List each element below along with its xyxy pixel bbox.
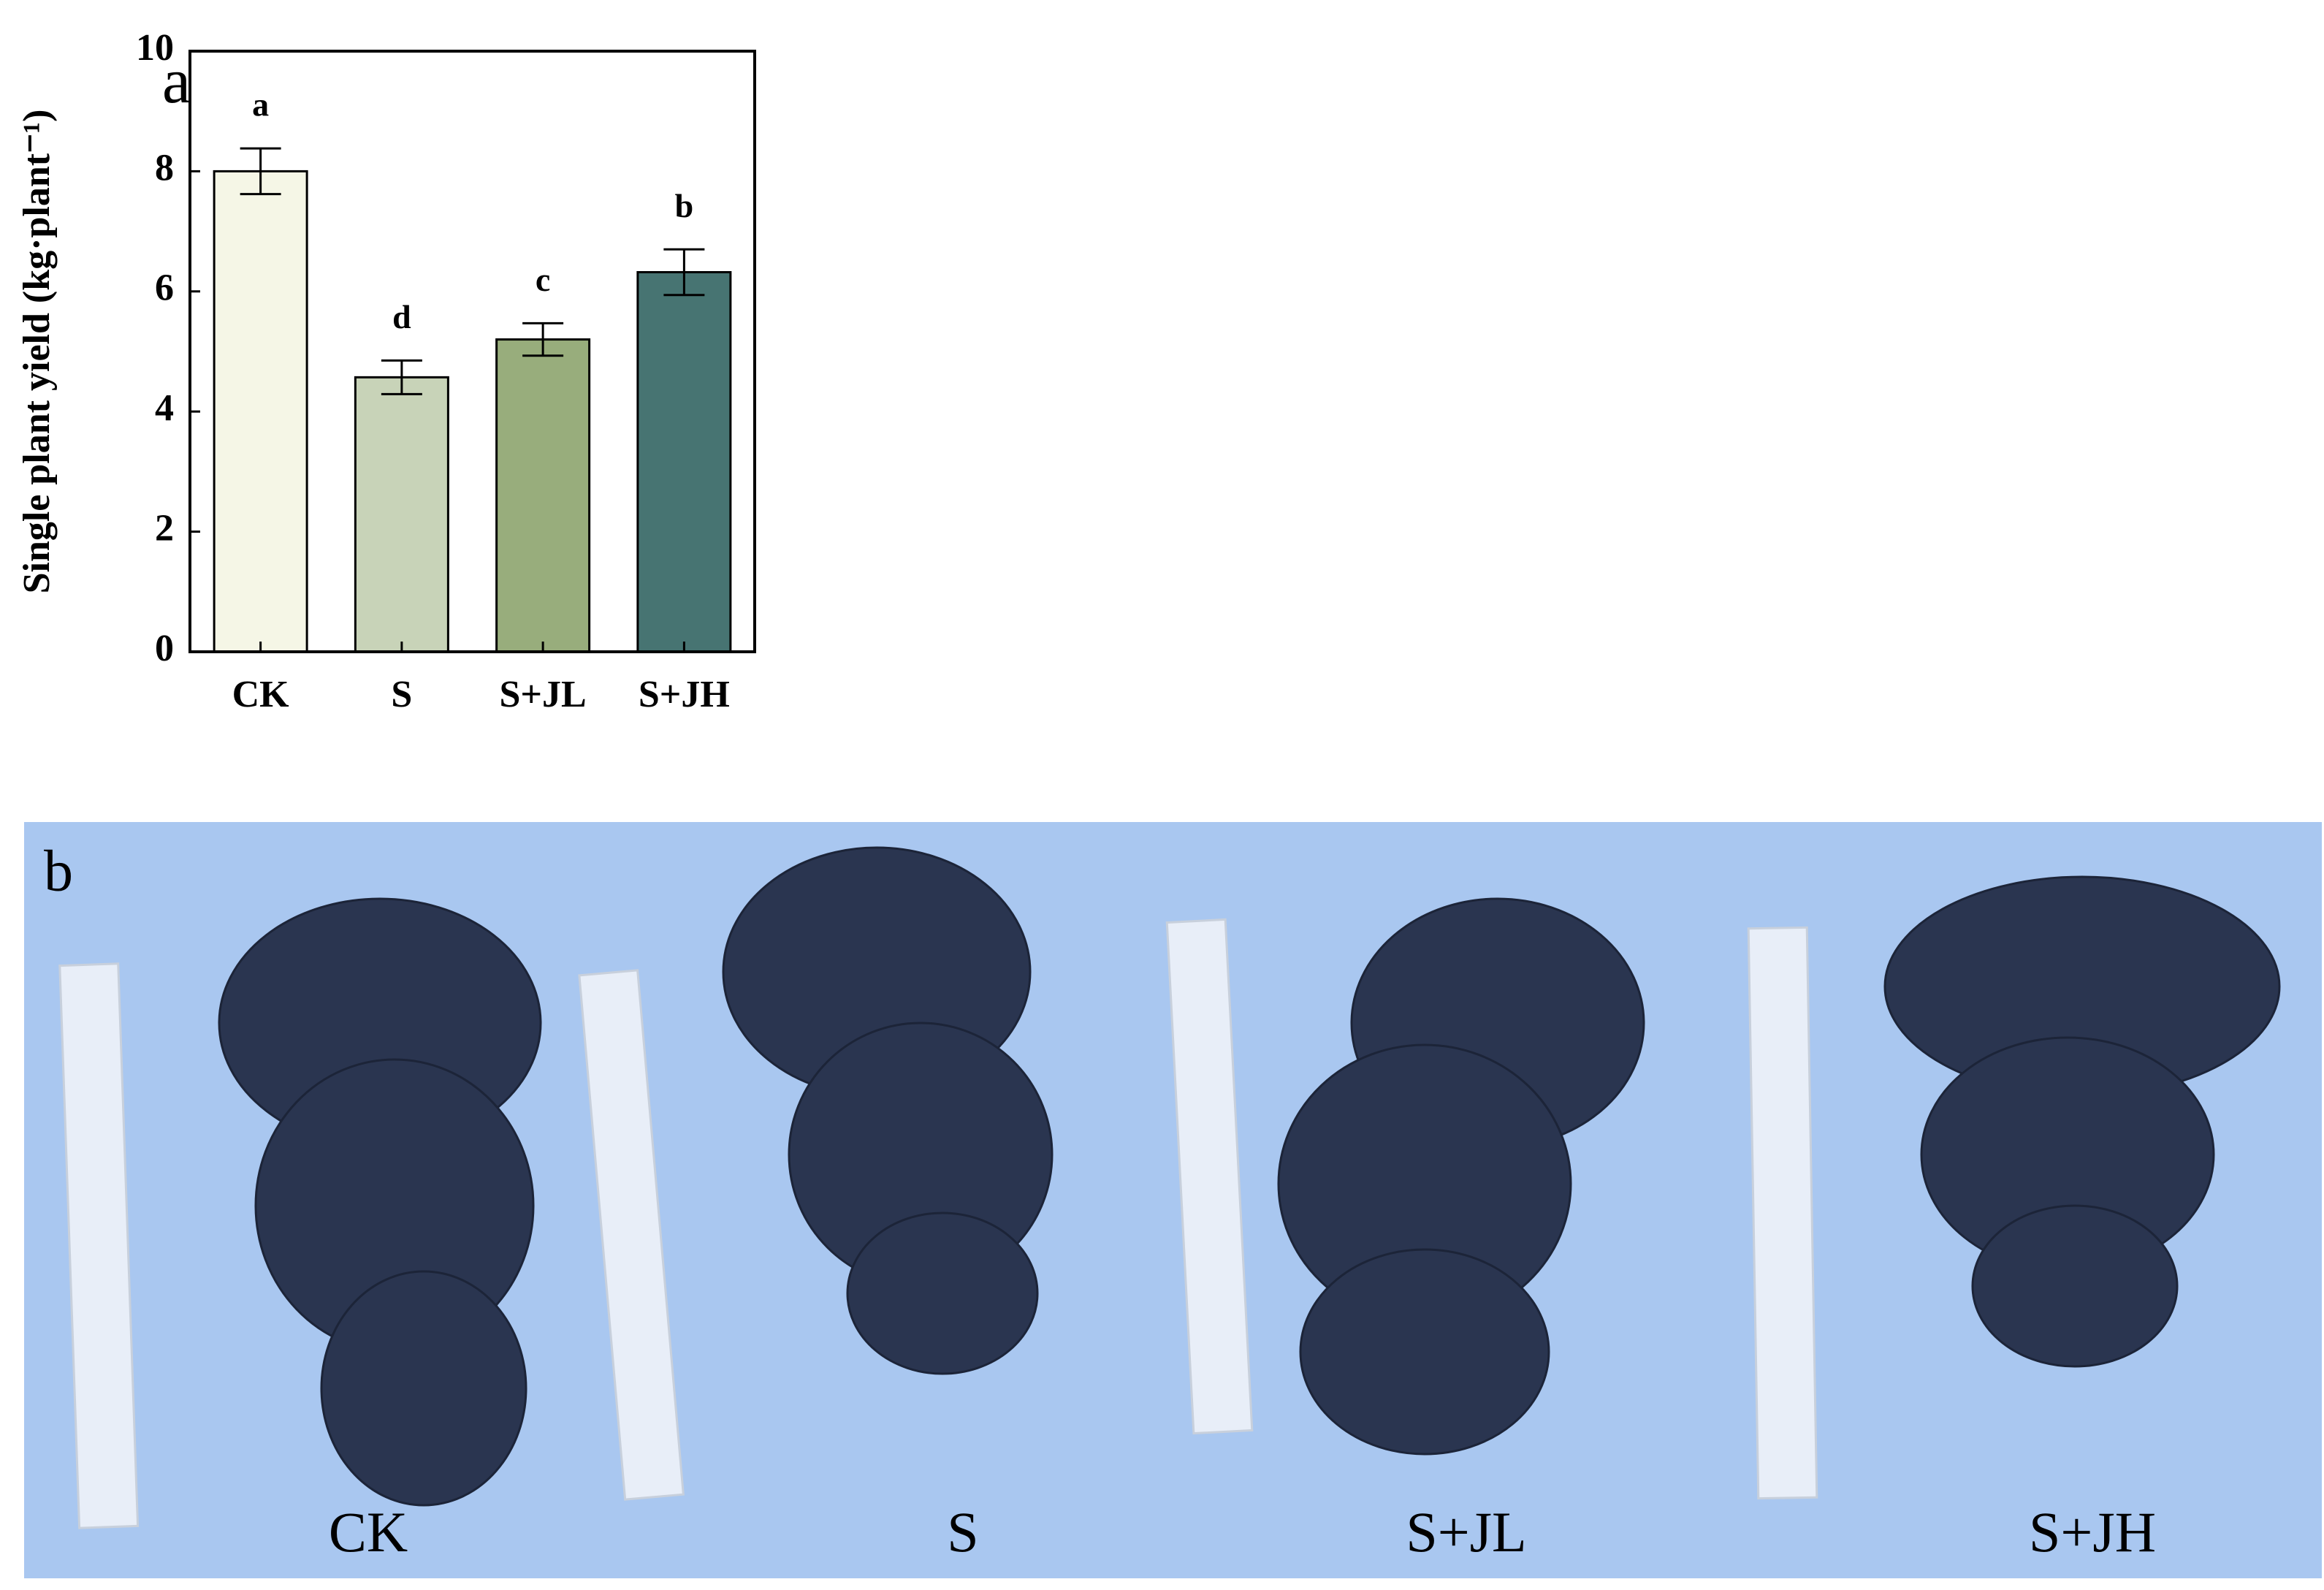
- y-tick-label: 2: [155, 508, 174, 549]
- significance-letter: b: [675, 187, 694, 224]
- error-bar: [663, 248, 705, 297]
- bar: [495, 338, 591, 653]
- x-tick-label: S: [391, 674, 412, 715]
- x-tick-label: S+JH: [639, 674, 730, 715]
- photo-caption: S+JL: [1406, 1500, 1526, 1564]
- y-tick-label: 6: [155, 267, 174, 309]
- y-tick-label: 8: [155, 147, 174, 189]
- y-tick-label: 0: [155, 628, 174, 669]
- bar: [636, 270, 732, 653]
- error-bar: [381, 359, 422, 395]
- plot-frame: [188, 50, 756, 653]
- bar: [213, 170, 308, 653]
- bar: [354, 376, 449, 653]
- x-tick-label: CK: [232, 674, 290, 715]
- error-bar: [522, 322, 564, 357]
- y-tick-label: 10: [136, 27, 174, 69]
- significance-letter: a: [252, 86, 269, 123]
- significance-letter: c: [536, 261, 550, 298]
- y-tick-label: 4: [155, 387, 174, 429]
- photo-caption: CK: [329, 1500, 408, 1564]
- x-tick-label: S+JL: [500, 674, 587, 715]
- photo-caption: S+JH: [2029, 1500, 2156, 1564]
- panel-label: a: [162, 46, 191, 117]
- significance-letter: d: [392, 298, 411, 335]
- error-bar: [240, 147, 281, 196]
- panel-label: b: [44, 839, 73, 903]
- y-axis-label: Single plant yield (kg·plant⁻¹): [16, 110, 58, 594]
- photo-caption: S: [947, 1500, 978, 1564]
- grape-photos: [58, 846, 2281, 1529]
